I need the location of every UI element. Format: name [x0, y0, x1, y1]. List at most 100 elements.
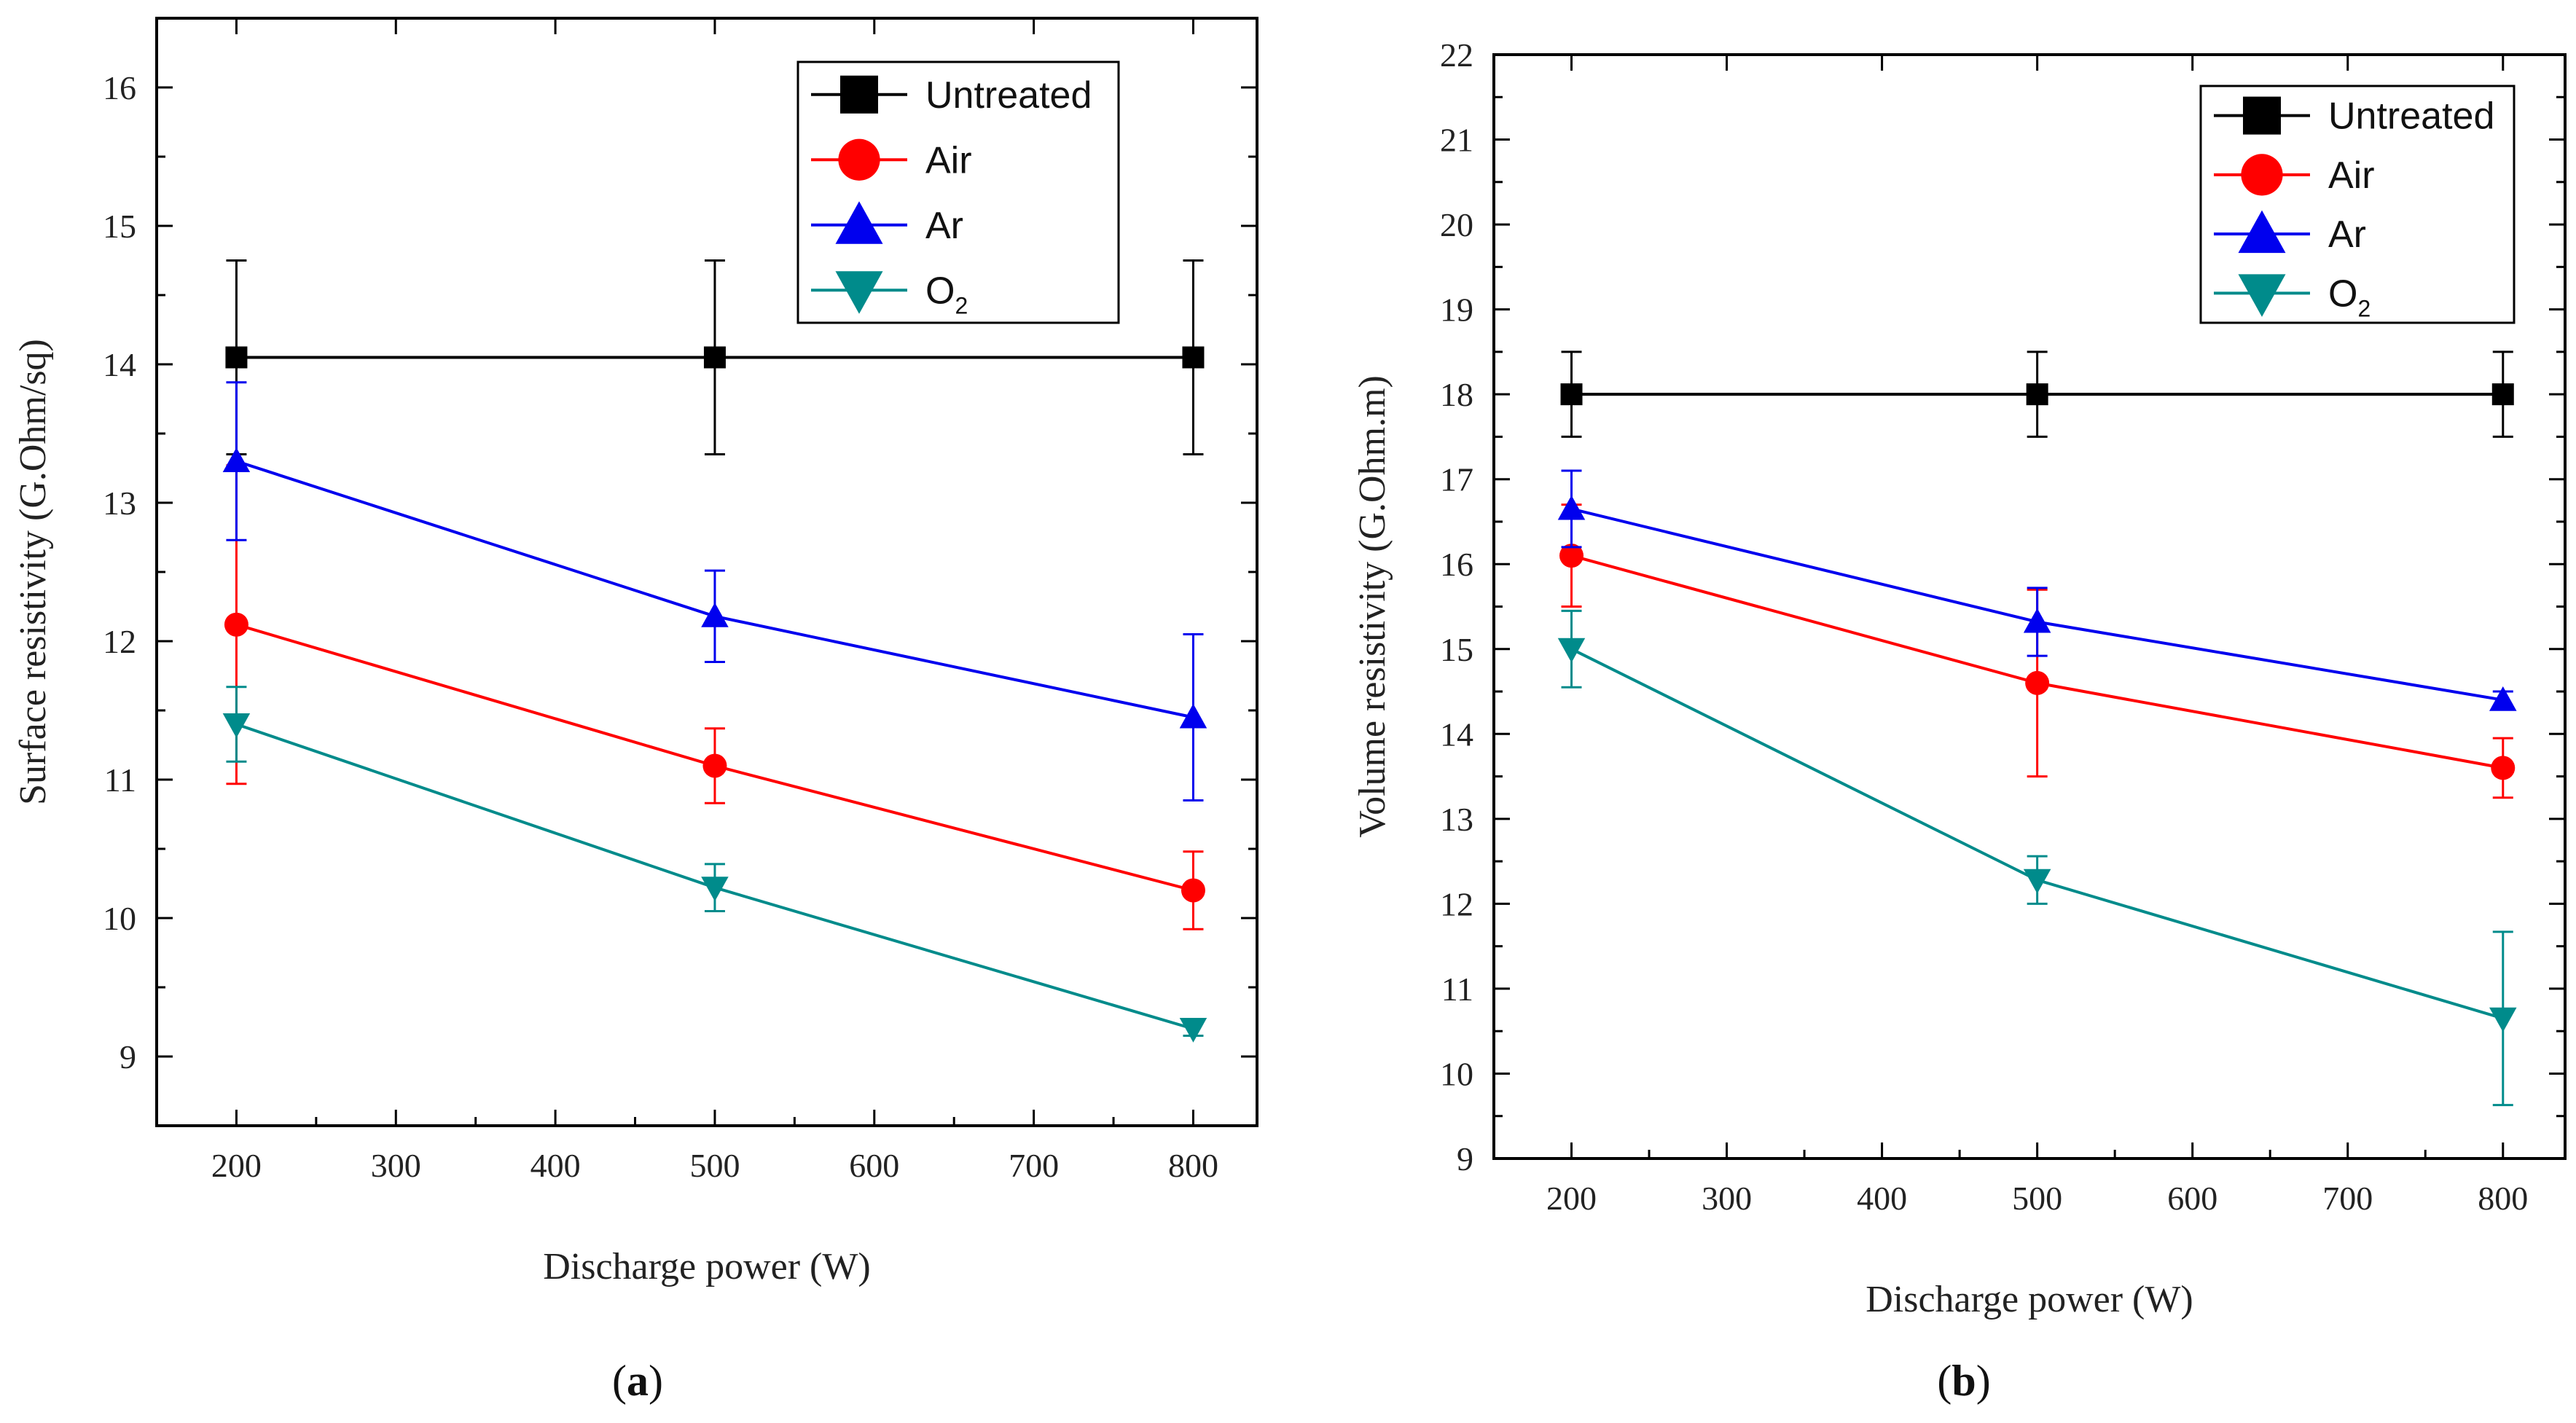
x-tick-label: 400	[1857, 1180, 1907, 1217]
x-tick-label: 200	[1546, 1180, 1597, 1217]
data-point	[2489, 1007, 2517, 1032]
caption-close: )	[649, 1357, 663, 1405]
legend-marker	[840, 75, 878, 114]
x-tick-label: 500	[2012, 1180, 2062, 1217]
legend-marker	[2241, 154, 2283, 196]
legend-label: Air	[925, 139, 972, 181]
y-tick-label: 18	[1440, 376, 1473, 413]
data-point	[1559, 544, 1584, 568]
legend-label: Ar	[925, 205, 963, 247]
y-tick-label: 13	[103, 485, 136, 522]
legend-marker	[2238, 210, 2286, 254]
data-point	[701, 603, 729, 627]
y-tick-label: 14	[103, 346, 136, 383]
legend-label: Ar	[2328, 213, 2366, 256]
y-tick-label: 21	[1440, 122, 1473, 159]
series-ar	[1557, 469, 2517, 711]
data-point	[224, 612, 248, 637]
chart-panel-b: 200 300 400 500 600 700 800 9 10 11 12 13 14 15 16 17 18…	[1352, 36, 2567, 1405]
y-tick-label: 22	[1440, 36, 1473, 74]
legend-label: Untreated	[2328, 95, 2494, 138]
y-axis-label: Surface resistivity (G.Ohm/sq)	[12, 339, 54, 805]
data-point	[222, 713, 251, 738]
y-tick-label: 17	[1440, 461, 1473, 498]
series-ar	[222, 381, 1207, 801]
legend-label: Air	[2328, 154, 2375, 197]
panel-caption: (b)	[1937, 1357, 1990, 1405]
y-axis-label: Volume resistivity (G.Ohm.m)	[1352, 375, 1393, 838]
y-tick-label: 12	[1440, 885, 1473, 922]
y-tick-label: 9	[120, 1038, 136, 1075]
caption-open: (	[1937, 1357, 1951, 1405]
data-point	[1557, 638, 1586, 663]
data-point	[1557, 495, 1586, 520]
y-tick-label: 11	[104, 761, 136, 799]
y-tick-label: 14	[1440, 716, 1473, 753]
series-untreated	[225, 259, 1205, 455]
legend-marker	[2243, 96, 2281, 135]
y-tick-label: 11	[1441, 971, 1473, 1008]
data-point	[2023, 869, 2051, 894]
data-point	[1560, 383, 1583, 406]
caption-letter: b	[1951, 1357, 1976, 1405]
y-tick-label: 16	[1440, 546, 1473, 583]
data-point	[2025, 670, 2050, 695]
data-point	[1182, 346, 1205, 369]
x-tick-label: 600	[2167, 1180, 2217, 1217]
legend-marker	[835, 271, 883, 314]
data-point	[2489, 686, 2517, 711]
x-tick-label: 600	[849, 1147, 899, 1184]
data-point	[2491, 756, 2516, 780]
legend-label: Untreated	[925, 74, 1092, 117]
x-axis-label: Discharge power (W)	[1866, 1279, 2193, 1320]
y-tick-label: 10	[1440, 1055, 1473, 1092]
x-tick-label: 400	[531, 1147, 581, 1184]
x-tick-label: 500	[689, 1147, 740, 1184]
y-tick-label: 20	[1440, 206, 1473, 243]
series-o2	[1557, 609, 2517, 1107]
series-air	[224, 464, 1205, 930]
x-tick-label: 200	[211, 1147, 262, 1184]
series-o2	[222, 686, 1207, 1043]
data-point	[703, 346, 726, 369]
y-tick-label: 10	[103, 900, 136, 937]
x-tick-label: 300	[371, 1147, 421, 1184]
data-point	[1179, 703, 1207, 729]
panel-caption: (a)	[612, 1357, 663, 1405]
legend-label-subscript: 2	[955, 292, 968, 318]
y-tick-label: 9	[1457, 1140, 1473, 1177]
data-point	[1179, 1018, 1207, 1043]
x-axis-label: Discharge power (W)	[543, 1246, 871, 1287]
y-tick-label: 13	[1440, 801, 1473, 838]
data-point	[2026, 383, 2048, 406]
data-point	[2491, 383, 2514, 406]
legend-label-subscript: 2	[2357, 295, 2371, 321]
data-point	[225, 346, 248, 369]
x-tick-label: 300	[1702, 1180, 1752, 1217]
legend-marker	[838, 138, 880, 181]
y-tick-label: 15	[1440, 631, 1473, 668]
data-point	[702, 753, 727, 778]
x-tick-label: 800	[1168, 1147, 1218, 1184]
y-tick-label: 15	[103, 208, 136, 245]
caption-close: )	[1976, 1357, 1991, 1405]
data-point	[1181, 878, 1205, 903]
data-point	[701, 877, 729, 901]
y-tick-label: 19	[1440, 291, 1473, 329]
legend-marker	[835, 201, 883, 244]
x-tick-label: 700	[1009, 1147, 1059, 1184]
x-tick-label: 800	[2478, 1180, 2528, 1217]
caption-open: (	[612, 1357, 627, 1405]
data-point	[2023, 608, 2051, 633]
series-air	[1559, 503, 2516, 799]
series-untreated	[1560, 350, 2514, 438]
y-tick-label: 16	[103, 69, 136, 106]
data-point	[222, 447, 251, 472]
y-tick-label: 12	[103, 623, 136, 660]
chart-panel-a: 200 300 400 500 600 700 800 9 10 11 12 13 14 15 16 Disc…	[12, 17, 1258, 1405]
caption-letter: a	[627, 1357, 649, 1405]
legend-marker	[2238, 274, 2286, 317]
